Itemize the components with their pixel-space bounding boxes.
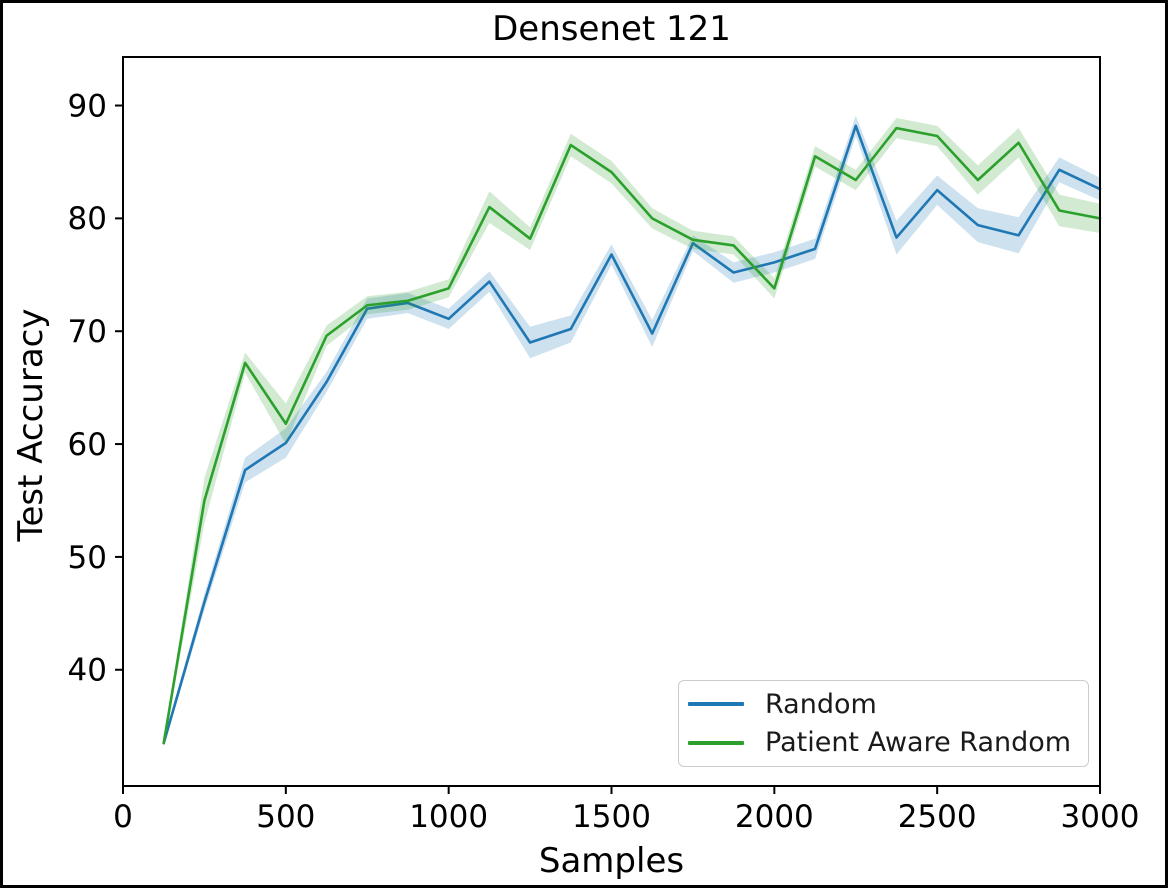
x-axis-label: Samples <box>538 841 685 881</box>
legend-label: Random <box>765 688 877 720</box>
random-line <box>162 124 1102 745</box>
legend-item-patient-aware-random: Patient Aware Random <box>679 727 1088 758</box>
y-tick-label: 90 <box>68 88 107 124</box>
y-tick-label: 50 <box>68 540 107 576</box>
y-tick-label: 60 <box>68 427 107 463</box>
y-axis-label: Test Accuracy <box>11 308 51 542</box>
chart-title: Densenet 121 <box>492 9 731 49</box>
x-tick-label: 2000 <box>735 799 814 835</box>
x-tick-label: 1500 <box>572 799 651 835</box>
legend-swatch-random <box>688 702 744 707</box>
legend-item-random: Random <box>679 689 1088 720</box>
y-tick-label: 40 <box>68 653 107 689</box>
x-tick-label: 3000 <box>1061 799 1140 835</box>
x-tick-label: 2500 <box>898 799 977 835</box>
legend: Random Patient Aware Random <box>678 680 1089 767</box>
y-tick-label: 80 <box>68 201 107 237</box>
legend-swatch-patient-aware-random <box>688 740 744 745</box>
plot-canvas: 0 500 1000 1500 2000 2500 3000 40 50 60 70 80 90 <box>68 56 1140 835</box>
y-tick-label: 70 <box>68 314 107 350</box>
patient-aware-random-line <box>162 126 1102 745</box>
x-tick-label: 1000 <box>409 799 488 835</box>
x-tick-label: 0 <box>113 799 133 835</box>
legend-label: Patient Aware Random <box>765 727 1072 759</box>
x-tick-label: 500 <box>256 799 315 835</box>
